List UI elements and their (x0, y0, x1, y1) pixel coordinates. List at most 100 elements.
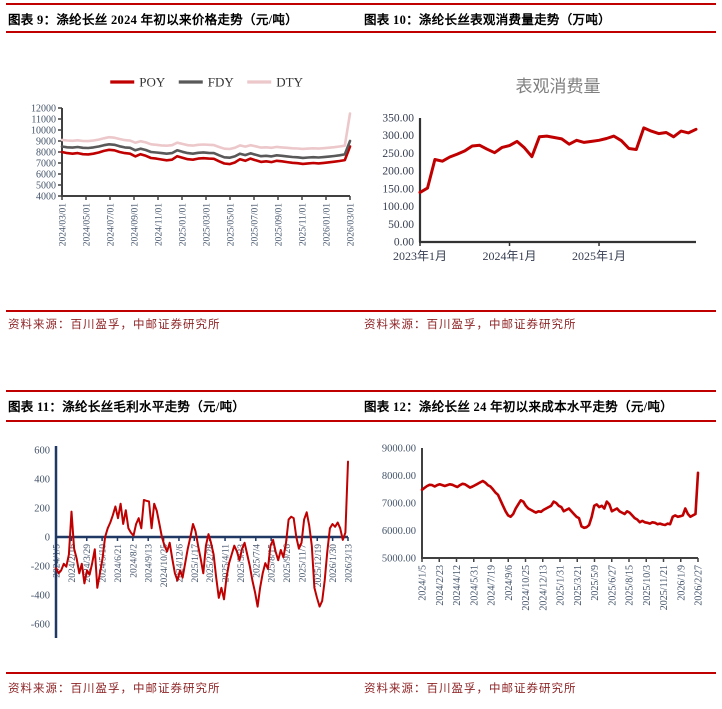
x-tick-label: 2025/11/7 (298, 544, 308, 582)
x-tick-label: 2025/5/23 (237, 544, 247, 583)
y-tick-label: 7000.00 (382, 499, 416, 510)
x-tick-label: 2026/01/01 (323, 203, 333, 247)
figure9-source: 资料来源：百川盈孚，中邮证券研究所 (8, 319, 221, 331)
series-line-FDY (60, 139, 352, 160)
x-tick-label: 2025/1/17 (191, 544, 201, 583)
consumption-trend-chart: 表观消费量 350.00 300.00 250.00 200.00 150.00 100.0… (382, 77, 698, 263)
x-tick-label: 2025/01/01 (179, 203, 189, 247)
legend-label-DTY: DTY (276, 75, 303, 90)
x-tick-label: 2025/1/31 (556, 565, 567, 606)
x-tick-label: 2024/9/13 (145, 544, 155, 583)
x-tick-label: 2026/1/9 (676, 565, 687, 601)
figure10-title: 图表 10：涤纶长丝表观消费量走势（万吨） (364, 13, 611, 27)
x-tick-label: 2025/6/27 (607, 565, 618, 606)
y-tick-label: 200.00 (382, 166, 414, 178)
y-tick-label: 8000.00 (382, 471, 416, 482)
legend-label-FDY: FDY (208, 75, 235, 90)
figure12-source: 资料来源：百川盈孚，中邮证券研究所 (364, 683, 577, 695)
x-tick-label: 2024/10/25 (521, 565, 532, 611)
x-tick-label: 2024/7/19 (487, 565, 498, 606)
y-tick-label: 150.00 (382, 183, 414, 195)
x-tick-label: 2024/09/01 (131, 203, 141, 247)
y-tick-label: 7000 (36, 159, 56, 170)
y-tick-label: 11000 (31, 115, 56, 126)
divider-under-titles-row2 (6, 420, 716, 422)
x-tick-label: 2024/12/6 (175, 544, 185, 583)
y-tick-label: 300.00 (382, 130, 414, 142)
divider-under-titles-row1 (6, 31, 716, 33)
x-tick-label: 2025/9/26 (283, 544, 293, 583)
y-tick-label: 200 (34, 504, 50, 515)
y-tick-label: 8000 (36, 148, 56, 159)
figure12-title: 图表 12：涤纶长丝 24 年初以来成本水平走势（元/吨） (364, 400, 674, 414)
x-tick-label: 2026/03/01 (347, 203, 357, 247)
divider-above-source-row1 (6, 310, 716, 312)
x-tick-label: 2024/11/01 (155, 203, 165, 246)
divider-top-row1 (6, 3, 716, 5)
x-tick-label: 2025/03/01 (203, 203, 213, 247)
x-tick-label: 2024/6/21 (114, 544, 124, 583)
y-tick-label: -400 (31, 591, 50, 602)
price-trend-chart: 1200011000100009000800070006000500040002… (31, 75, 357, 247)
x-tick-label: 2025/05/01 (227, 203, 237, 247)
series-line-表观消费量 (418, 126, 698, 194)
y-tick-label: 0 (45, 533, 50, 544)
divider-above-source-row2 (6, 672, 716, 674)
x-tick-label: 2023年1月 (393, 249, 447, 263)
x-tick-label: 2024/1/5 (418, 565, 429, 601)
x-tick-label: 2025/09/01 (275, 203, 285, 247)
series-line-成本 (420, 471, 700, 530)
y-tick-label: 5000 (36, 181, 56, 192)
x-tick-label: 2025/12/19 (314, 544, 324, 588)
y-tick-label: 400 (34, 475, 50, 486)
legend-label-POY: POY (139, 75, 166, 90)
chart-title: 表观消费量 (516, 77, 601, 96)
y-tick-label: 350.00 (382, 113, 414, 125)
margin-trend-chart: 600 400 200 0 -200 -400 -600 2024/1/5 2024/2/16 2… (31, 446, 355, 638)
x-tick-label: 2024/3/29 (83, 544, 93, 583)
x-tick-label: 2024/5/10 (99, 544, 109, 583)
x-tick-label: 2024/12/13 (538, 565, 549, 611)
x-tick-label: 2024/1/5 (53, 544, 63, 578)
y-tick-label: 600 (34, 446, 50, 457)
y-tick-label: 100.00 (382, 201, 414, 213)
x-tick-label: 2026/2/27 (694, 565, 705, 606)
x-tick-label: 2026/3/13 (345, 544, 355, 583)
x-tick-label: 2025/8/15 (268, 544, 278, 583)
x-tick-label: 2025/10/3 (642, 565, 653, 606)
figure9-title: 图表 9：涤纶长丝 2024 年初以来价格走势（元/吨） (8, 13, 298, 27)
y-tick-label: 4000 (36, 192, 56, 203)
figure10-source: 资料来源：百川盈孚，中邮证券研究所 (364, 319, 577, 331)
figure11-source: 资料来源：百川盈孚，中邮证券研究所 (8, 683, 221, 695)
y-tick-label: 50.00 (388, 219, 414, 231)
x-tick-label: 2024/4/12 (452, 565, 463, 606)
x-tick-label: 2025/3/21 (573, 565, 584, 606)
x-tick-label: 2024/03/01 (59, 203, 69, 247)
series-line-毛利 (55, 460, 349, 608)
x-tick-label: 2024/07/01 (107, 203, 117, 247)
x-tick-label: 2025/07/01 (251, 203, 261, 247)
x-tick-label: 2025/2/28 (206, 544, 216, 583)
series-line-POY (60, 145, 352, 166)
y-tick-label: 10000 (31, 126, 56, 137)
x-tick-label: 2025/11/21 (659, 565, 670, 610)
series-line-DTY (60, 112, 352, 151)
figure11-title: 图表 11：涤纶长丝毛利水平走势（元/吨） (8, 400, 246, 414)
x-tick-label: 2025/5/9 (590, 565, 601, 601)
y-tick-label: 6000.00 (382, 526, 416, 537)
x-tick-label: 2024/10/25 (160, 544, 170, 588)
y-tick-label: 250.00 (382, 148, 414, 160)
divider-top-row2 (6, 390, 716, 392)
cost-trend-chart: 9000.008000.007000.006000.005000.002024/… (382, 444, 705, 611)
x-tick-label: 2025/4/11 (222, 544, 232, 582)
x-tick-label: 2024/2/23 (435, 565, 446, 606)
x-tick-label: 2025/11/01 (299, 203, 309, 246)
y-tick-label: 5000.00 (382, 554, 416, 565)
x-tick-label: 2024/05/01 (83, 203, 93, 247)
y-tick-label: 0.00 (394, 237, 414, 249)
x-tick-label: 2024/2/16 (68, 544, 78, 583)
x-tick-label: 2026/1/30 (329, 544, 339, 583)
y-tick-label: 12000 (31, 104, 56, 115)
y-tick-label: -200 (31, 562, 50, 573)
